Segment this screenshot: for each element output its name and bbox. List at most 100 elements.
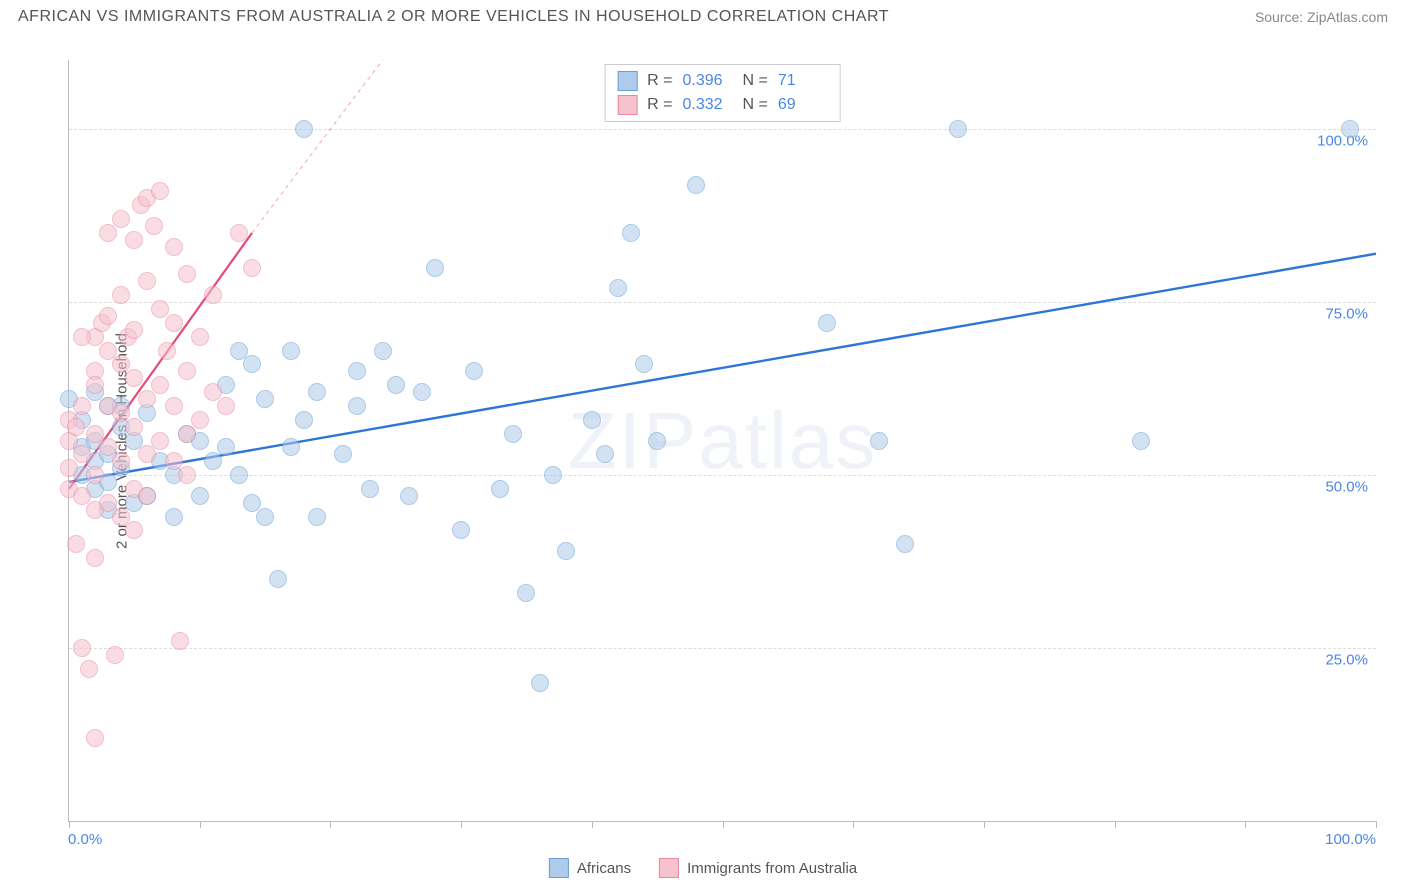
scatter-point [949,120,967,138]
scatter-point [818,314,836,332]
scatter-point [99,224,117,242]
stats-r-value: 0.332 [683,96,733,114]
scatter-point [191,411,209,429]
scatter-point [165,238,183,256]
scatter-point [517,584,535,602]
scatter-point [387,376,405,394]
scatter-point [1341,120,1359,138]
scatter-point [269,570,287,588]
scatter-point [230,224,248,242]
x-axis-min-label: 0.0% [68,831,102,848]
x-tick [1245,821,1246,828]
scatter-point [165,508,183,526]
x-tick [1376,821,1377,828]
x-tick [984,821,985,828]
scatter-point [243,355,261,373]
stats-r-value: 0.396 [683,72,733,90]
scatter-point [158,342,176,360]
scatter-point [138,390,156,408]
scatter-point [178,466,196,484]
legend: Africans Immigrants from Australia [549,858,857,878]
trend-line [69,254,1376,482]
scatter-point [622,224,640,242]
stats-r-label: R = [647,96,672,114]
scatter-point [67,418,85,436]
scatter-point [308,383,326,401]
scatter-point [86,549,104,567]
stats-n-label: N = [743,96,768,114]
scatter-point [86,466,104,484]
scatter-point [138,272,156,290]
scatter-point [596,445,614,463]
scatter-point [125,369,143,387]
scatter-point [125,231,143,249]
scatter-point [138,445,156,463]
stats-box: R = 0.396 N = 71 R = 0.332 N = 69 [604,64,841,122]
scatter-point [178,362,196,380]
scatter-point [282,438,300,456]
stats-n-value: 71 [778,72,828,90]
scatter-point [217,397,235,415]
stats-r-label: R = [647,72,672,90]
scatter-point [583,411,601,429]
scatter-point [178,265,196,283]
scatter-point [125,321,143,339]
scatter-point [151,182,169,200]
stats-row: R = 0.396 N = 71 [613,69,832,93]
scatter-point [531,674,549,692]
scatter-point [67,535,85,553]
scatter-point [648,432,666,450]
scatter-point [557,542,575,560]
source-attribution: Source: ZipAtlas.com [1255,9,1388,25]
scatter-point [256,508,274,526]
scatter-point [544,466,562,484]
scatter-point [243,259,261,277]
scatter-point [348,397,366,415]
scatter-point [60,459,78,477]
legend-item: Immigrants from Australia [659,858,857,878]
scatter-point [99,307,117,325]
plot-area: ZIPatlas 25.0%50.0%75.0%100.0%R =0.396N … [68,60,1376,822]
scatter-point [165,397,183,415]
x-tick [330,821,331,828]
scatter-point [465,362,483,380]
stats-n-value: 69 [778,96,828,114]
scatter-point [112,452,130,470]
legend-label: Africans [577,860,631,877]
stats-n-label: N = [743,72,768,90]
scatter-point [73,639,91,657]
x-tick [461,821,462,828]
x-tick [1115,821,1116,828]
scatter-point [191,487,209,505]
scatter-point [400,487,418,505]
scatter-point [171,632,189,650]
scatter-point [256,390,274,408]
legend-swatch [617,71,637,91]
scatter-point [73,328,91,346]
scatter-point [86,729,104,747]
legend-swatch [659,858,679,878]
scatter-point [178,425,196,443]
legend-label: Immigrants from Australia [687,860,857,877]
scatter-point [609,279,627,297]
x-tick [592,821,593,828]
trend-line-dashed [252,60,383,233]
scatter-point [635,355,653,373]
scatter-point [217,438,235,456]
scatter-point [106,646,124,664]
scatter-point [896,535,914,553]
scatter-point [165,314,183,332]
scatter-point [361,480,379,498]
scatter-point [73,445,91,463]
scatter-point [204,452,222,470]
scatter-point [282,342,300,360]
scatter-point [348,362,366,380]
scatter-point [1132,432,1150,450]
scatter-point [687,176,705,194]
scatter-point [86,376,104,394]
scatter-point [334,445,352,463]
legend-item: Africans [549,858,631,878]
scatter-point [504,425,522,443]
scatter-point [125,521,143,539]
scatter-point [151,376,169,394]
